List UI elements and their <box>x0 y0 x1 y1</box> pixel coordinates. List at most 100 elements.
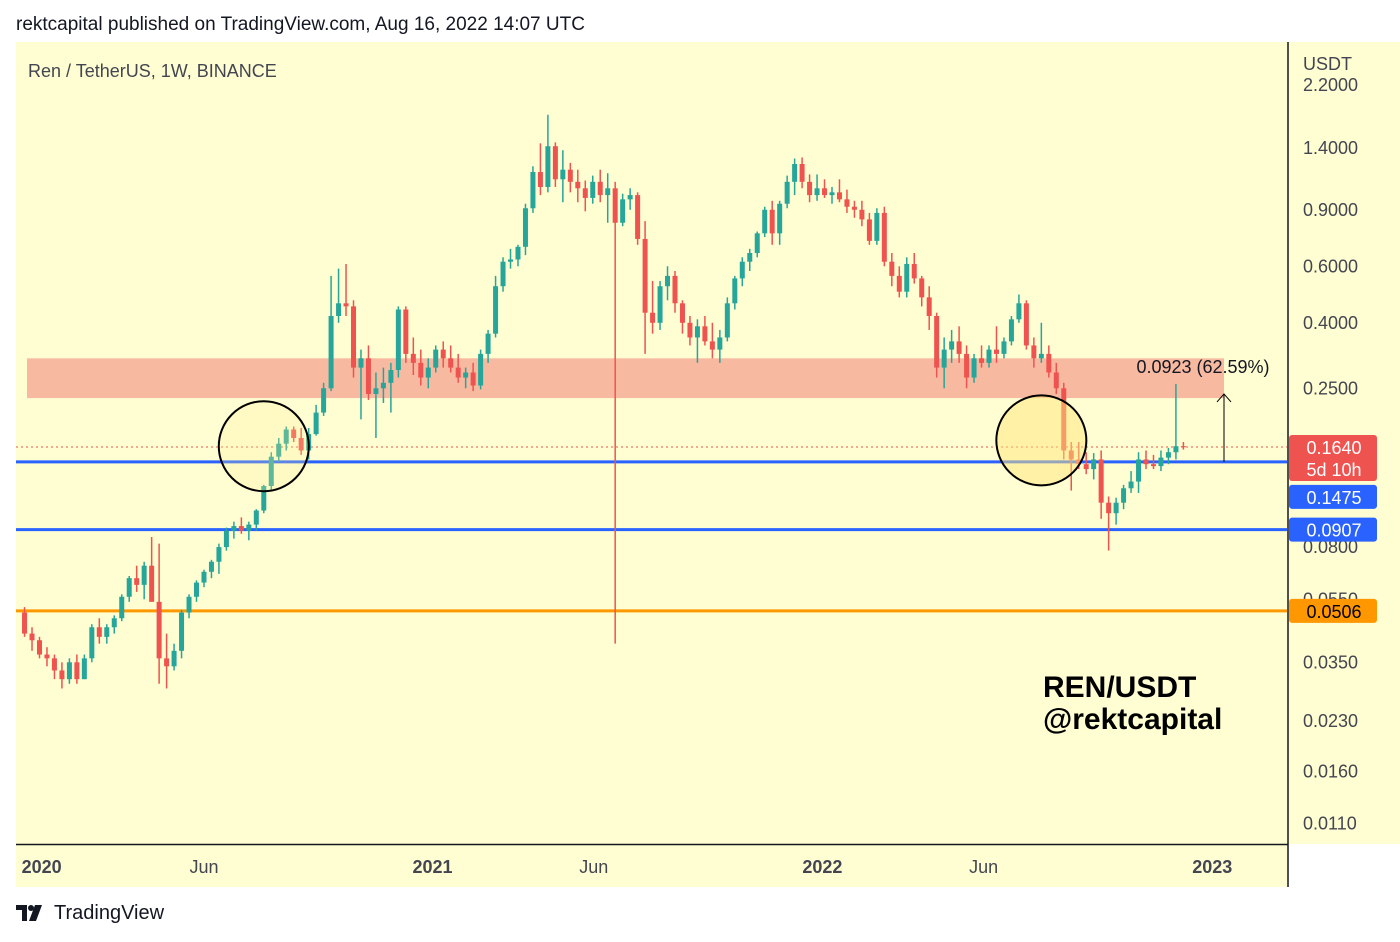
candle <box>836 192 842 200</box>
candle <box>1121 488 1127 503</box>
y-tick-label: 1.4000 <box>1303 138 1358 158</box>
resistance-zone <box>27 358 1224 399</box>
candle <box>635 195 641 239</box>
candle <box>597 181 603 196</box>
candle <box>949 341 955 350</box>
candle <box>1165 452 1171 458</box>
candle <box>238 526 244 531</box>
candle <box>493 286 499 334</box>
candle <box>926 297 932 316</box>
candle <box>911 263 917 279</box>
candle <box>1143 459 1149 465</box>
candle <box>104 627 110 637</box>
candle <box>582 188 588 198</box>
candle <box>1008 319 1014 342</box>
candle <box>941 349 947 368</box>
candle <box>1098 459 1104 503</box>
candle <box>567 169 573 182</box>
candle <box>470 372 476 386</box>
candle <box>1091 459 1097 470</box>
candle <box>485 333 491 354</box>
candle <box>418 362 424 378</box>
candle <box>276 443 282 457</box>
candle <box>881 212 887 262</box>
candle <box>1128 481 1134 489</box>
line-badge-0-text: 0.1475 <box>1306 488 1361 508</box>
candle <box>829 192 835 196</box>
candle <box>1180 446 1186 448</box>
candle <box>822 188 828 196</box>
candle <box>500 261 506 287</box>
candle <box>253 510 259 525</box>
candle <box>365 358 371 394</box>
candle <box>1023 303 1029 346</box>
candle <box>777 203 783 234</box>
watermark-author: @rektcapital <box>1043 703 1222 736</box>
line-badge-2-text: 0.0506 <box>1306 602 1361 622</box>
candle <box>1046 353 1052 373</box>
measure-arrowhead-icon <box>1216 393 1232 403</box>
candle <box>979 358 985 363</box>
candle <box>36 640 42 655</box>
time-axis-background <box>16 845 1287 887</box>
y-tick-label: 0.6000 <box>1303 256 1358 276</box>
candle <box>425 367 431 378</box>
line-badge-0 <box>1289 484 1377 509</box>
y-tick-label: 0.0800 <box>1303 537 1358 557</box>
candle <box>889 261 895 276</box>
candle <box>164 658 170 667</box>
candle <box>1150 464 1156 467</box>
symbol-label: Ren / TetherUS, 1W, BINANCE <box>28 61 277 81</box>
candle <box>81 658 87 680</box>
candle <box>739 261 745 279</box>
x-tick-label: Jun <box>579 857 608 877</box>
candle <box>395 309 401 371</box>
y-tick-label: 0.4000 <box>1303 313 1358 333</box>
candle <box>993 349 999 354</box>
brand-name: TradingView <box>54 902 165 924</box>
last-price-badge-text: 5d 10h <box>1306 460 1361 480</box>
candle <box>560 169 566 180</box>
candle <box>747 253 753 262</box>
candle <box>859 209 865 220</box>
candle <box>328 315 334 389</box>
candle <box>672 275 678 304</box>
candle <box>22 612 28 634</box>
candle <box>642 238 648 313</box>
y-tick-label: 0.0350 <box>1303 652 1358 672</box>
candle <box>448 358 454 368</box>
measure-label: 0.0923 (62.59%) <box>1136 357 1269 377</box>
candle <box>51 658 57 671</box>
x-tick-label: 2021 <box>413 857 453 877</box>
candle <box>575 181 581 189</box>
candle <box>74 662 80 680</box>
candle <box>126 578 132 597</box>
candle <box>724 303 730 338</box>
candle <box>388 370 394 383</box>
candle <box>268 456 274 486</box>
candle <box>336 303 342 316</box>
candle <box>291 429 297 438</box>
x-tick-label: 2023 <box>1192 857 1232 877</box>
candle <box>732 278 738 304</box>
candle <box>844 199 850 207</box>
x-tick-label: 2020 <box>22 857 62 877</box>
watermark-pair: REN/USDT <box>1043 671 1196 704</box>
candle <box>141 565 147 585</box>
candle <box>1038 353 1044 359</box>
candle <box>433 349 439 368</box>
candle <box>679 303 685 323</box>
candle <box>709 341 715 350</box>
publish-header: rektcapital published on TradingView.com… <box>16 14 585 35</box>
candle <box>66 662 72 680</box>
candle <box>762 209 768 234</box>
candle <box>373 388 379 394</box>
candle <box>814 188 820 196</box>
currency-label: USDT <box>1303 54 1352 74</box>
candle <box>522 208 528 247</box>
candle <box>59 670 65 680</box>
last-price-badge <box>1289 435 1377 482</box>
candle <box>298 437 304 451</box>
candle <box>904 263 910 292</box>
